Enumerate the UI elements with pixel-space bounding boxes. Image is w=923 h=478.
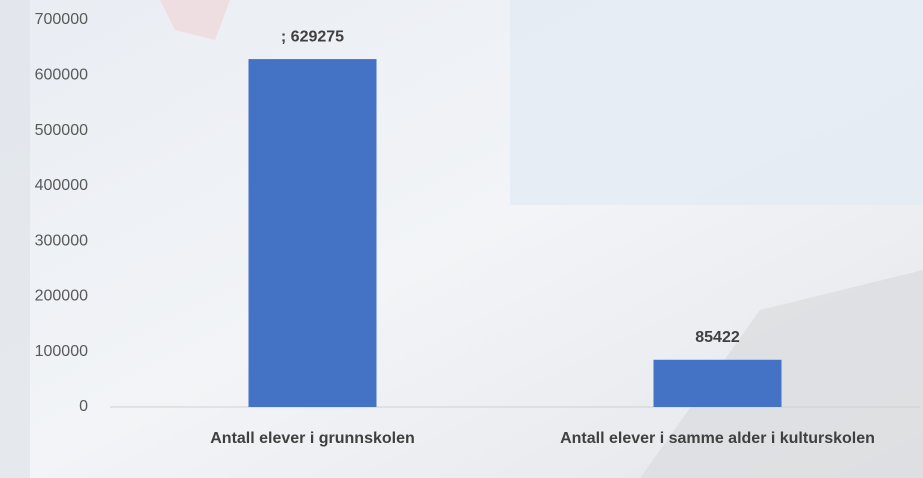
data-label: 85422 — [695, 329, 740, 346]
x-tick-label: Antall elever i grunnskolen — [210, 430, 415, 447]
background-pole — [0, 0, 30, 478]
y-tick-label: 400000 — [35, 177, 88, 194]
data-label: ; 629275 — [281, 28, 344, 45]
y-tick-label: 200000 — [35, 288, 88, 305]
y-tick-label: 500000 — [35, 122, 88, 139]
y-tick-label: 100000 — [35, 343, 88, 360]
y-tick-label: 300000 — [35, 232, 88, 249]
x-tick-label: Antall elever i samme alder i kulturskol… — [560, 430, 875, 447]
background-window — [510, 0, 923, 205]
background-flag — [160, 0, 230, 40]
y-tick-label: 0 — [79, 398, 88, 415]
bar — [653, 359, 782, 407]
y-tick-label: 700000 — [35, 11, 88, 28]
bar — [248, 59, 377, 407]
y-tick-label: 600000 — [35, 67, 88, 84]
